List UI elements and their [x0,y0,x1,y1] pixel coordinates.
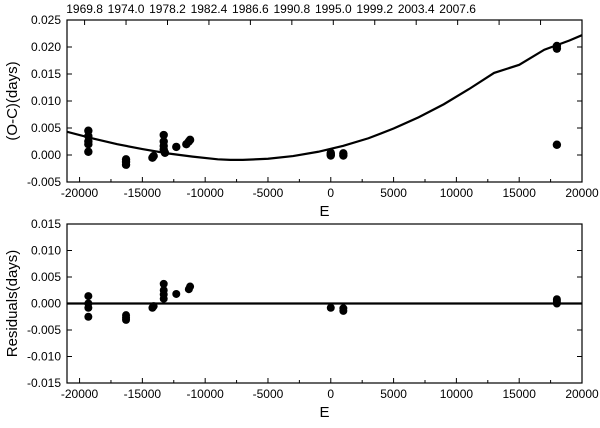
x-tick-label: -5000 [253,387,284,401]
y-tick-label: 0.025 [31,13,61,27]
top-tick-label: 2007.6 [439,2,476,16]
x-tick-label: -10000 [186,186,224,200]
y-tick-label: 0.000 [31,148,61,162]
data-point [159,294,168,303]
x-tick-label: 5000 [380,387,407,401]
y-tick-label: -0.005 [27,323,61,337]
top-tick-label: 1986.6 [232,2,269,16]
top-tick-label: 1995.0 [315,2,352,16]
x-tick-label: -15000 [124,387,162,401]
data-point [149,151,158,161]
data-point [172,142,181,152]
top-tick-label: 2003.4 [398,2,435,16]
plot-frame [66,19,583,183]
x-tick-label: 20000 [565,387,599,401]
data-point [84,147,93,156]
data-point [121,160,131,169]
y-tick-label: 0.010 [31,244,61,258]
x-tick-label: -15000 [124,186,162,200]
fit-curve [67,34,582,161]
data-point [186,282,195,291]
x-tick-label: 0 [327,186,334,200]
y-tick-label: -0.015 [27,376,61,390]
top-panel: -20000 -15000 -10000 -5000 0 5000 10000 15000 20… [4,2,599,220]
data-point [185,135,195,145]
y-axis-title: (O-C)(days) [4,61,21,140]
top-tick-label: 1982.4 [191,2,228,16]
x-axis-title: E [319,203,329,220]
data-point [84,292,93,301]
y-tick-label: 0.000 [31,297,61,311]
x-tick-label: 0 [327,387,334,401]
data-point [552,41,562,51]
data-layer [67,34,582,169]
x-tick-label: 20000 [565,186,599,200]
y-tick-label: 0.015 [31,67,61,81]
top-tick-label: 1978.2 [149,2,186,16]
data-point [84,312,93,321]
top-tick-label: 1999.2 [356,2,393,16]
data-point [84,140,93,149]
y-tick-label: -0.005 [27,175,61,189]
data-point [326,151,335,160]
x-axis-title: E [319,404,329,421]
x-tick-label: -20000 [61,387,99,401]
x-tick-label: 15000 [503,186,537,200]
data-point [84,303,93,312]
data-point [552,140,562,149]
x-tick-label: 15000 [503,387,537,401]
x-tick-label: -5000 [253,186,284,200]
data-layer [67,279,582,324]
y-tick-label: -0.010 [27,350,61,364]
data-point [122,315,131,324]
y-tick-label: 0.005 [31,121,61,135]
data-point [159,130,168,140]
data-point [339,306,348,315]
x-tick-label: 10000 [440,387,474,401]
bottom-panel: -20000 -15000 -10000 -5000 0 5000 10000 15000 20… [4,217,599,421]
y-tick-label: 0.015 [31,217,61,231]
x-tick-label: -10000 [186,387,224,401]
data-point [159,279,168,288]
y-axis-title: Residuals(days) [4,250,21,358]
data-point [339,151,348,160]
data-point [326,303,335,312]
data-point [552,299,561,308]
x-tick-label: -20000 [61,186,99,200]
x-tick-label: 10000 [440,186,474,200]
y-tick-label: 0.020 [31,40,61,54]
y-tick-label: 0.005 [31,270,61,284]
top-tick-label: 1990.8 [273,2,310,16]
x-tick-label: 5000 [380,186,407,200]
data-point [172,289,181,298]
data-point [160,148,170,158]
y-tick-label: 0.010 [31,94,61,108]
top-tick-label: 1974.0 [108,2,145,16]
data-point [149,302,158,311]
top-tick-label: 1969.8 [66,2,103,16]
